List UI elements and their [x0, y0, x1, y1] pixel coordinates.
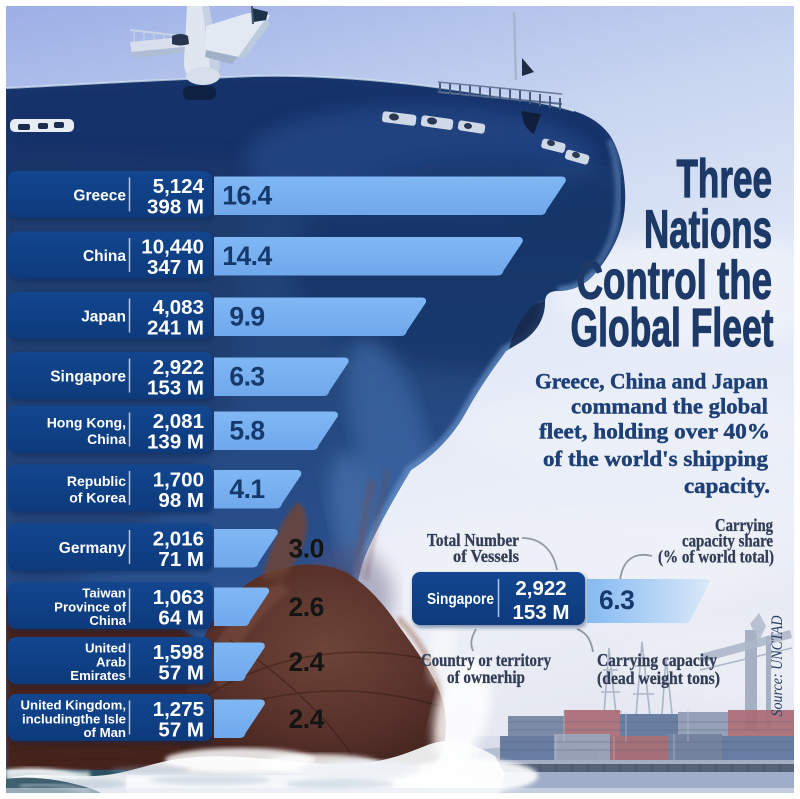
svg-text:57 M: 57 M	[158, 662, 204, 685]
svg-text:United Kingdom,: United Kingdom,	[21, 698, 127, 713]
svg-text:6.3: 6.3	[599, 585, 634, 615]
svg-text:398 M: 398 M	[147, 196, 204, 219]
svg-text:1,598: 1,598	[153, 641, 204, 664]
svg-text:57 M: 57 M	[158, 719, 204, 742]
svg-text:5,124: 5,124	[153, 175, 205, 198]
svg-text:Arab: Arab	[96, 655, 126, 670]
svg-text:2,081: 2,081	[153, 410, 204, 433]
svg-text:Total Number: Total Number	[427, 530, 519, 550]
svg-text:2,016: 2,016	[153, 528, 204, 551]
svg-text:347 M: 347 M	[147, 256, 204, 279]
svg-text:Greece, China and Japan: Greece, China and Japan	[535, 369, 768, 394]
svg-text:Hong Kong,: Hong Kong,	[47, 415, 126, 431]
svg-text:Nations: Nations	[644, 200, 772, 260]
svg-text:139 M: 139 M	[147, 431, 204, 454]
svg-text:4.1: 4.1	[229, 474, 264, 504]
svg-text:Control the: Control the	[577, 251, 773, 311]
svg-text:1,275: 1,275	[153, 698, 204, 721]
svg-text:Province of: Province of	[54, 600, 126, 615]
svg-text:153 M: 153 M	[513, 601, 570, 624]
svg-text:Three: Three	[677, 149, 773, 209]
svg-text:command the global: command the global	[571, 394, 768, 419]
svg-text:2,922: 2,922	[153, 356, 204, 379]
svg-text:Emirates: Emirates	[70, 668, 126, 683]
svg-text:of Vessels: of Vessels	[453, 546, 519, 566]
svg-text:China: China	[83, 248, 126, 265]
svg-text:of Man: of Man	[84, 725, 127, 740]
svg-text:fleet, holding over 40%: fleet, holding over 40%	[539, 419, 770, 444]
svg-text:capacity share: capacity share	[682, 531, 773, 551]
svg-text:Source: UNCTAD: Source: UNCTAD	[769, 616, 786, 717]
svg-text:Carrying capacity: Carrying capacity	[597, 650, 717, 670]
svg-text:Germany: Germany	[59, 540, 127, 557]
svg-text:Country or territory: Country or territory	[421, 650, 551, 670]
svg-text:16.4: 16.4	[222, 181, 272, 211]
svg-text:1,700: 1,700	[153, 469, 204, 492]
svg-text:of Korea: of Korea	[69, 490, 126, 506]
svg-text:2.6: 2.6	[289, 592, 324, 622]
svg-text:71 M: 71 M	[158, 548, 204, 571]
svg-text:6.3: 6.3	[229, 362, 264, 392]
svg-text:Greece: Greece	[73, 188, 126, 205]
svg-text:14.4: 14.4	[222, 241, 272, 271]
svg-text:64 M: 64 M	[158, 607, 204, 630]
svg-text:241 M: 241 M	[147, 317, 204, 340]
svg-text:China: China	[89, 613, 126, 628]
svg-text:Republic: Republic	[67, 473, 126, 489]
svg-text:Singapore: Singapore	[427, 591, 494, 608]
svg-text:2,922: 2,922	[515, 577, 566, 600]
svg-text:includingthe Isle: includingthe Isle	[22, 712, 126, 727]
svg-text:Japan: Japan	[81, 309, 126, 326]
svg-text:China: China	[87, 431, 126, 447]
svg-text:(% of world total): (% of world total)	[658, 547, 774, 567]
svg-text:4,083: 4,083	[153, 296, 204, 319]
svg-text:5.8: 5.8	[229, 416, 264, 446]
svg-text:(dead weight tons): (dead weight tons)	[597, 668, 720, 688]
svg-text:United: United	[85, 641, 126, 656]
svg-text:Carrying: Carrying	[715, 515, 773, 535]
svg-text:Taiwan: Taiwan	[82, 586, 126, 601]
svg-text:of the world's shipping: of the world's shipping	[543, 446, 768, 471]
svg-text:Singapore: Singapore	[50, 369, 126, 386]
svg-text:of ownerhip: of ownerhip	[447, 667, 525, 687]
svg-text:1,063: 1,063	[153, 586, 204, 609]
svg-text:10,440: 10,440	[141, 236, 204, 259]
svg-text:153 M: 153 M	[147, 377, 204, 400]
svg-text:Global Fleet: Global Fleet	[571, 298, 774, 358]
svg-text:2.4: 2.4	[289, 647, 325, 677]
svg-text:3.0: 3.0	[289, 534, 324, 564]
svg-text:9.9: 9.9	[229, 302, 264, 332]
svg-text:98 M: 98 M	[158, 489, 204, 512]
svg-text:capacity.: capacity.	[684, 473, 770, 498]
svg-text:2.4: 2.4	[289, 704, 325, 734]
